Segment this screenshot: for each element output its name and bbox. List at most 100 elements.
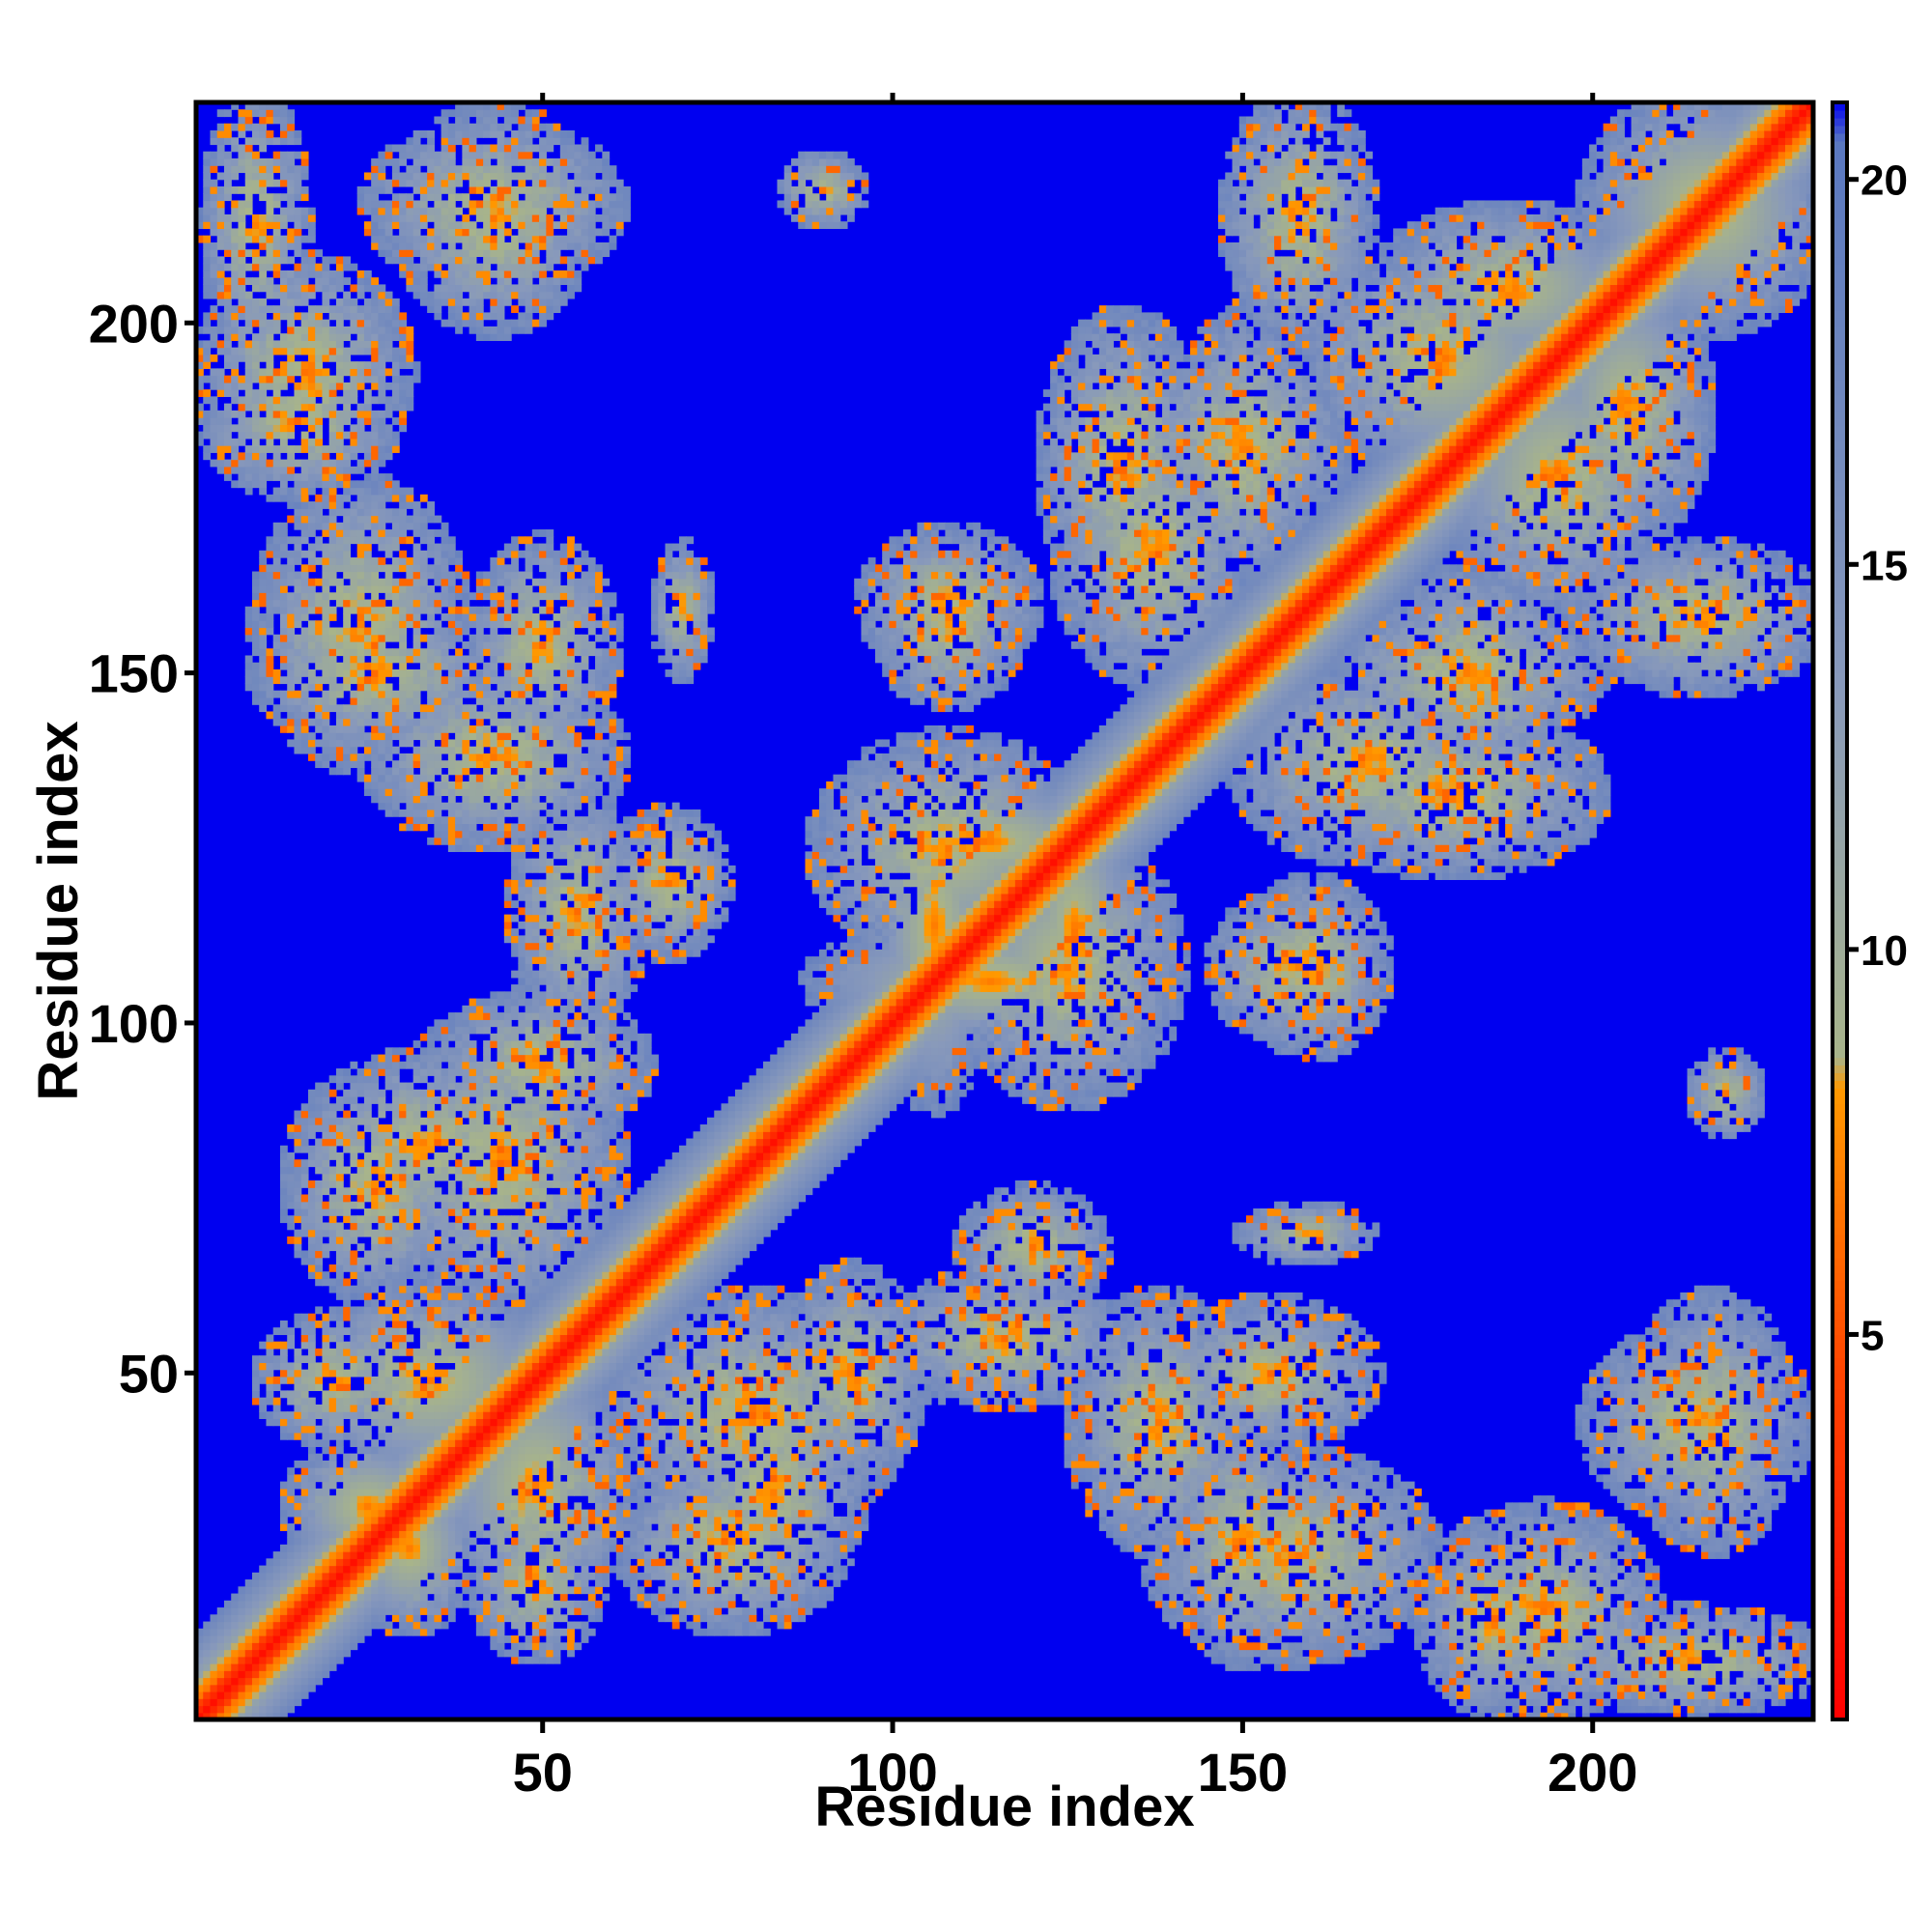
- heatmap-cell: [224, 411, 232, 418]
- heatmap-cell: [259, 592, 267, 600]
- heatmap-cell: [224, 249, 232, 257]
- heatmap-cell: [231, 1691, 239, 1699]
- heatmap-cell: [210, 445, 217, 453]
- heatmap-cell: [252, 417, 260, 425]
- heatmap-cell: [259, 144, 267, 152]
- heatmap-cell: [259, 467, 267, 474]
- heatmap-cell: [224, 1678, 232, 1686]
- heatmap-cell: [252, 1622, 260, 1630]
- heatmap-cell: [287, 1579, 295, 1587]
- heatmap-cell: [210, 368, 217, 376]
- heatmap-cell: [259, 585, 267, 593]
- heatmap-cell: [238, 432, 245, 440]
- heatmap-cell: [280, 1663, 288, 1671]
- heatmap-cell: [203, 389, 211, 397]
- heatmap-cell: [252, 1663, 260, 1671]
- heatmap-cell: [273, 1607, 281, 1615]
- heatmap-cell: [210, 376, 217, 384]
- heatmap-cell: [217, 383, 225, 390]
- heatmap-cell: [280, 383, 288, 390]
- heatmap-cell: [210, 158, 217, 166]
- heatmap-cell: [217, 1706, 225, 1714]
- heatmap-cell: [259, 277, 267, 285]
- heatmap-cell: [203, 1622, 211, 1630]
- heatmap-cell: [259, 488, 267, 496]
- heatmap-cell: [280, 704, 288, 712]
- heatmap-cell: [217, 1685, 225, 1692]
- heatmap-cell: [273, 719, 281, 726]
- heatmap-cell: [273, 1685, 281, 1692]
- heatmap-cell: [224, 389, 232, 397]
- heatmap-cell: [266, 355, 273, 362]
- heatmap-cell: [259, 1594, 267, 1602]
- heatmap-cell: [238, 1614, 245, 1622]
- heatmap-cell: [280, 124, 288, 131]
- heatmap-cell: [266, 551, 273, 558]
- heatmap-cell: [238, 1685, 245, 1692]
- heatmap-cell: [245, 1663, 253, 1671]
- heatmap-cell: [245, 1635, 253, 1643]
- heatmap-cell: [210, 1670, 217, 1678]
- heatmap-cell: [210, 411, 217, 418]
- heatmap-cell: [266, 1635, 273, 1643]
- heatmap-cell: [245, 109, 253, 117]
- heatmap-cell: [280, 1174, 288, 1181]
- heatmap-cell: [231, 284, 239, 292]
- heatmap-cell: [245, 376, 253, 384]
- heatmap-cell: [224, 424, 232, 432]
- heatmap-cell: [259, 1355, 267, 1363]
- heatmap-cell: [238, 1691, 245, 1699]
- heatmap-cell: [252, 1629, 260, 1636]
- heatmap-cell: [252, 663, 260, 670]
- heatmap-cell: [280, 1152, 288, 1160]
- heatmap-cell: [231, 1657, 239, 1664]
- heatmap-cell: [252, 452, 260, 460]
- heatmap-cell: [217, 389, 225, 397]
- heatmap-cell: [217, 277, 225, 285]
- heatmap-cell: [273, 327, 281, 334]
- heatmap-cell: [259, 137, 267, 145]
- heatmap-cell: [259, 1642, 267, 1650]
- heatmap-cell: [280, 1706, 288, 1714]
- heatmap-cell: [266, 1566, 273, 1574]
- heatmap-cell: [280, 579, 288, 586]
- heatmap-cell: [273, 607, 281, 614]
- heatmap-cell: [266, 264, 273, 271]
- heatmap-cell: [280, 376, 288, 384]
- heatmap-cell: [259, 417, 267, 425]
- heatmap-cell: [252, 1685, 260, 1692]
- heatmap-cell: [245, 635, 253, 642]
- heatmap-cell: [259, 1678, 267, 1686]
- heatmap-cell: [280, 1208, 288, 1216]
- heatmap-cell: [231, 1642, 239, 1650]
- heatmap-cell: [273, 1642, 281, 1650]
- heatmap-cell: [224, 186, 232, 194]
- heatmap-cell: [203, 445, 211, 453]
- heatmap-cell: [224, 305, 232, 313]
- heatmap-cell: [245, 1614, 253, 1622]
- heatmap-cell: [252, 340, 260, 348]
- heatmap-cell: [273, 340, 281, 348]
- heatmap-cell: [280, 572, 288, 580]
- heatmap-cell: [238, 417, 245, 425]
- heatmap-cell: [266, 607, 273, 614]
- heatmap-cell: [259, 1377, 267, 1384]
- heatmap-cell: [210, 305, 217, 313]
- heatmap-cell: [259, 368, 267, 376]
- heatmap-cell: [280, 648, 288, 656]
- heatmap-cell: [273, 264, 281, 271]
- heatmap-cell: [210, 1678, 217, 1686]
- heatmap-cell: [280, 1194, 288, 1202]
- heatmap-cell: [252, 312, 260, 320]
- heatmap-cell: [203, 376, 211, 384]
- heatmap-cell: [280, 249, 288, 257]
- heatmap-cell: [273, 460, 281, 468]
- heatmap-cell: [210, 333, 217, 341]
- heatmap-cell: [280, 1489, 288, 1496]
- heatmap-cell: [266, 1334, 273, 1342]
- heatmap-cell: [224, 1601, 232, 1608]
- heatmap-cell: [259, 1629, 267, 1636]
- heatmap-cell: [245, 1629, 253, 1636]
- heatmap-cell: [266, 1629, 273, 1636]
- heatmap-cell: [280, 1691, 288, 1699]
